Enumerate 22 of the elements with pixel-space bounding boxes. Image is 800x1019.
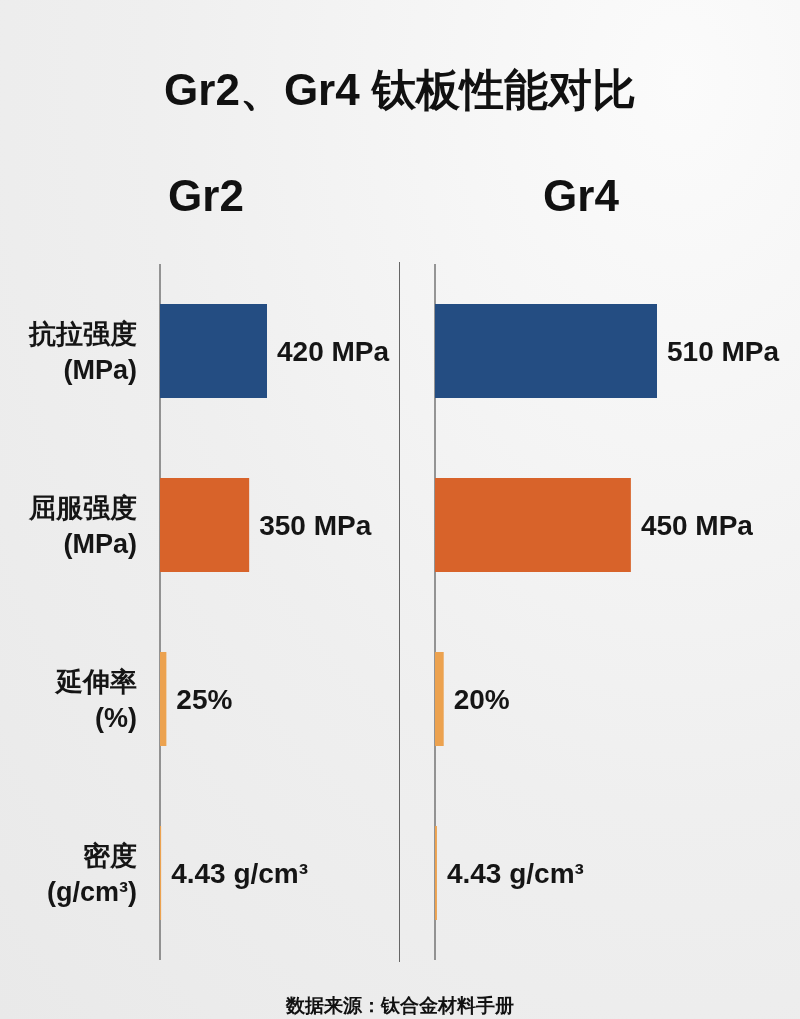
data-label: 20% [453,684,510,716]
bar [160,304,267,399]
bar [160,478,250,573]
data-label: 450 MPa [640,510,754,542]
data-label: 420 MPa [277,336,390,368]
data-label: 25% [176,684,233,716]
data-label: 510 MPa [667,336,780,368]
y-tick-label: 延伸率 (%) [54,666,137,733]
bar [435,304,657,399]
y-tick-label: 密度 (g/cm³) [47,840,137,907]
text: Gr2、Gr4 钛板性能对比 [163,64,637,116]
data-label: 4.43 g/cm³ [446,858,584,890]
data-label: 4.43 g/cm³ [171,858,309,890]
bar [435,652,444,747]
data-label: 350 MPa [259,510,372,542]
bar [435,478,631,573]
bar [160,652,167,747]
chart-subtitle: Gr4 [542,170,620,222]
y-tick-label: 屈服强度 (MPa) [28,492,137,559]
chart-subtitle: Gr2 [167,170,245,222]
source-note: 数据来源：钛合金材料手册 [285,994,515,1018]
y-tick-label: 抗拉强度 (MPa) [28,318,137,385]
